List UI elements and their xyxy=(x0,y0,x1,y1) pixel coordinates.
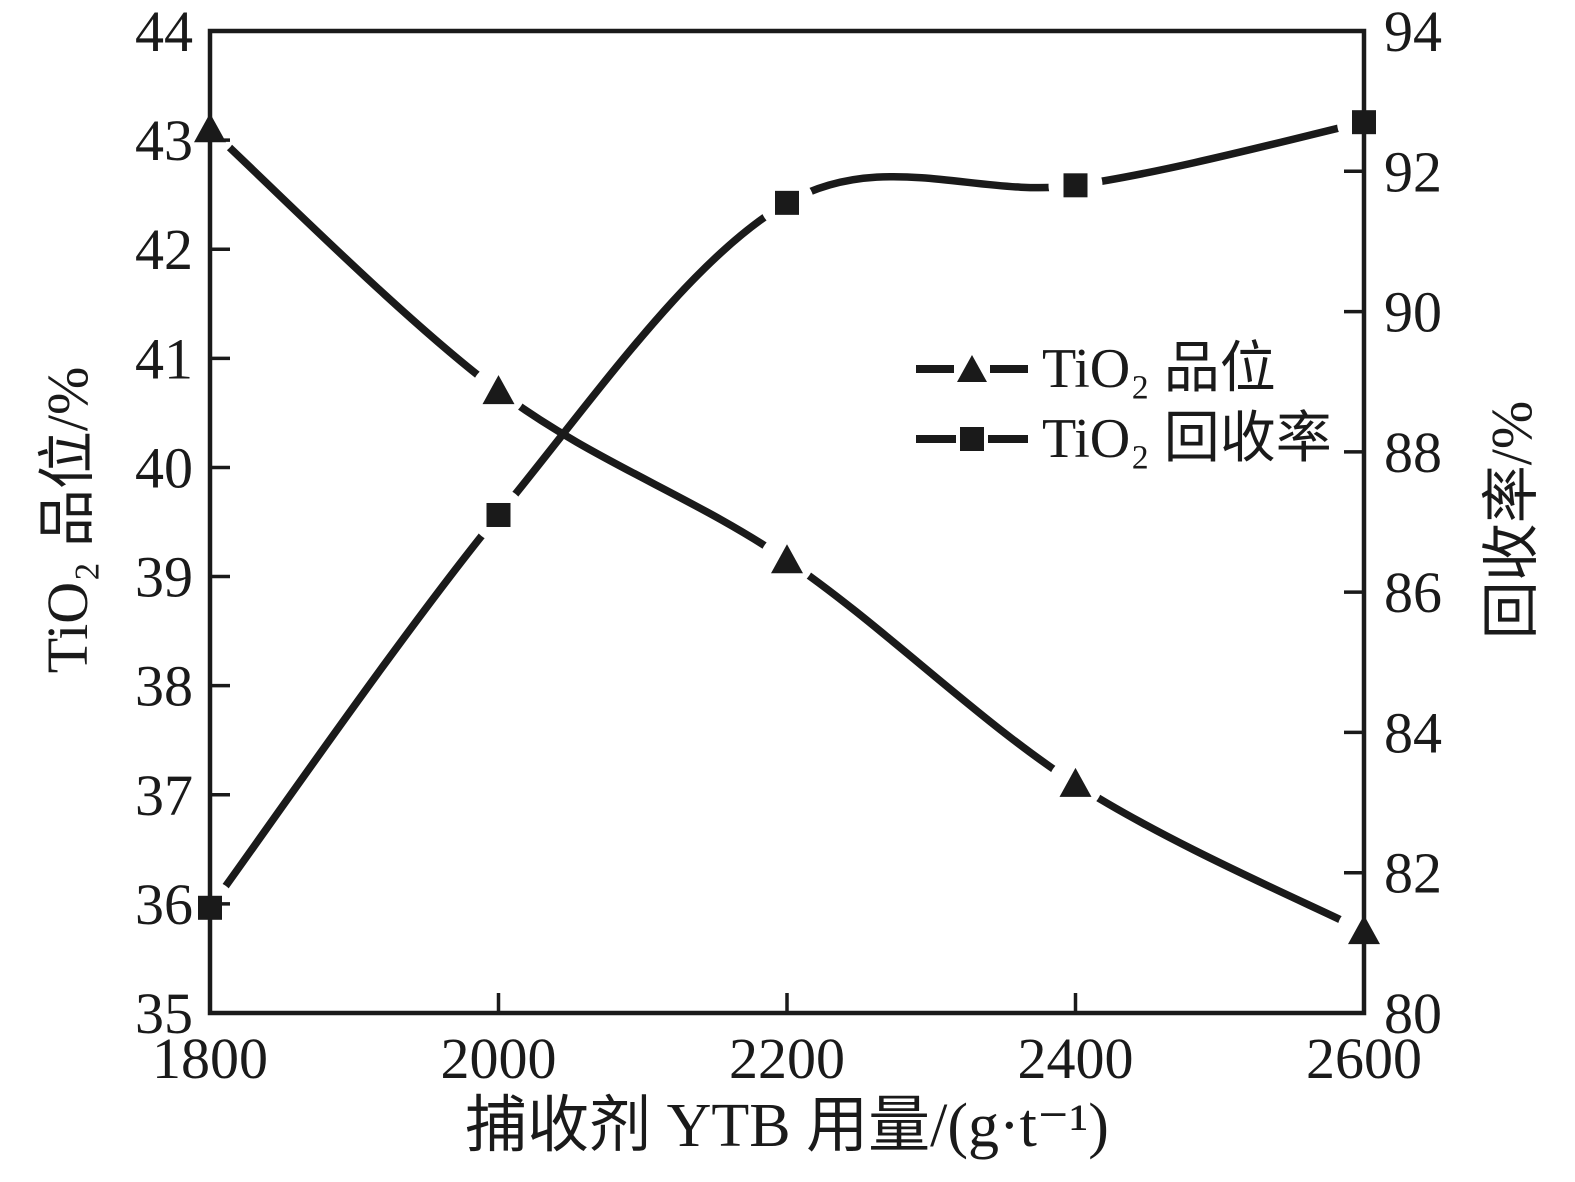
right-axis-title: 回收率/% xyxy=(1479,400,1544,640)
x-tick-label: 2200 xyxy=(729,1026,845,1091)
legend-item-recovery: TiO₂ 回收率 xyxy=(916,408,1332,470)
left-tick-label: 35 xyxy=(135,981,193,1046)
right-tick-label: 80 xyxy=(1384,981,1442,1046)
right-tick-label: 84 xyxy=(1384,700,1442,765)
right-tick-label: 94 xyxy=(1384,0,1442,64)
recovery-curve xyxy=(206,118,1365,911)
x-tick-label: 2400 xyxy=(1018,1026,1134,1091)
right-tick-label: 90 xyxy=(1384,280,1442,345)
legend: TiO₂ 品位 TiO₂ 回收率 xyxy=(916,338,1332,470)
left-axis-title: TiO₂ 品位/% xyxy=(35,366,100,674)
grade-curve xyxy=(207,126,1366,935)
triangle-marker-icon xyxy=(916,355,1028,382)
right-tick-label: 82 xyxy=(1384,841,1442,906)
right-tick-label: 86 xyxy=(1384,560,1442,625)
left-tick-label: 40 xyxy=(135,435,193,500)
legend-label-grade: TiO₂ 品位 xyxy=(1042,338,1276,400)
x-axis-title: 捕收剂 YTB 用量/(g·t⁻¹) xyxy=(465,1092,1109,1160)
square-marker-icon xyxy=(916,427,1028,451)
legend-item-grade: TiO₂ 品位 xyxy=(916,338,1332,400)
square-marker xyxy=(486,502,511,527)
left-tick-label: 41 xyxy=(135,326,193,391)
triangle-marker xyxy=(482,375,515,405)
x-tick-label: 2000 xyxy=(441,1026,557,1091)
left-tick-label: 39 xyxy=(135,545,193,610)
triangle-marker xyxy=(1059,767,1092,797)
right-tick-label: 88 xyxy=(1384,420,1442,485)
right-tick-label: 92 xyxy=(1384,139,1442,204)
left-tick-label: 36 xyxy=(135,872,193,937)
x-tick-label: 1800 xyxy=(152,1026,268,1091)
square-marker xyxy=(775,190,799,215)
left-tick-label: 42 xyxy=(135,217,193,282)
left-tick-label: 38 xyxy=(135,654,193,719)
left-tick-label: 44 xyxy=(135,0,193,64)
legend-label-recovery: TiO₂ 回收率 xyxy=(1042,408,1332,470)
x-tick-label: 2600 xyxy=(1306,1026,1422,1091)
triangle-marker xyxy=(771,544,803,574)
left-tick-label: 37 xyxy=(135,763,193,828)
left-tick-label: 43 xyxy=(135,108,193,173)
square-marker xyxy=(1063,173,1088,198)
